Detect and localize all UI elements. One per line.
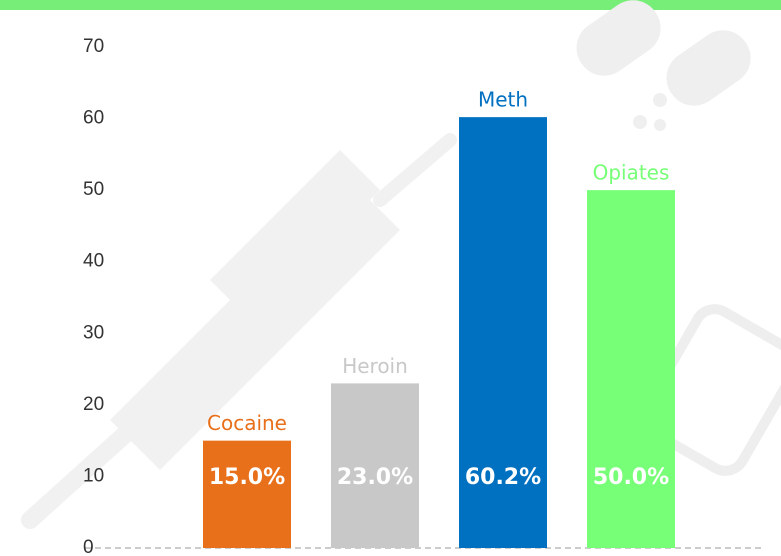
y-tick-label: 20 xyxy=(83,394,104,415)
value-label: 15.0% xyxy=(209,465,285,490)
value-label: 60.2% xyxy=(465,465,541,490)
bar xyxy=(587,190,675,548)
top-strip xyxy=(0,0,781,10)
category-label: Cocaine xyxy=(207,411,287,435)
category-label: Heroin xyxy=(342,354,408,378)
category-label: Meth xyxy=(478,88,528,112)
value-label: 23.0% xyxy=(337,465,413,490)
y-tick-label: 40 xyxy=(83,251,104,272)
value-label: 50.0% xyxy=(593,465,669,490)
bar xyxy=(203,441,291,548)
y-tick-label: 30 xyxy=(83,322,104,343)
y-tick-label: 0 xyxy=(83,537,94,556)
y-tick-label: 50 xyxy=(83,179,104,200)
category-label: Opiates xyxy=(593,161,670,185)
y-tick-label: 10 xyxy=(83,465,104,486)
y-tick-label: 70 xyxy=(83,36,104,57)
chart: 0 10 20 30 40 50 60 70 Cocaine 15.0% Heroin 23.0% Me… xyxy=(0,0,781,556)
y-tick-label: 60 xyxy=(83,108,104,129)
